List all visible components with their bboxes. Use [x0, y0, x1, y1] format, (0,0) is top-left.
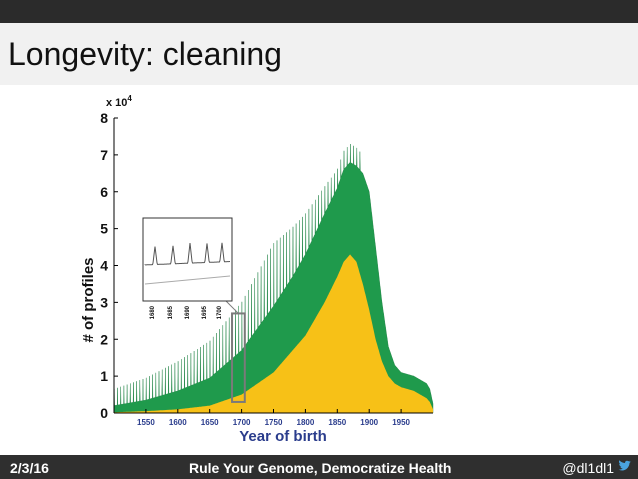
x-tick-label: 1850: [328, 418, 346, 427]
profiles-by-birth-year-chart: 0 1 2 3 4 5 6 7 8 1550 1600 1650 1700 1750 1800 1850 190…: [80, 94, 434, 445]
slide-title: Longevity: cleaning: [8, 36, 282, 72]
footer-title: Rule Your Genome, Democratize Health: [189, 460, 452, 476]
x-tick-label: 1900: [360, 418, 378, 427]
zoom-inset: 1680 1685 1690 1695 1700: [142, 217, 239, 319]
x-tick-label: 1700: [233, 418, 251, 427]
twitter-bird-icon: [618, 460, 631, 471]
axes: 0 1 2 3 4 5 6 7 8 1550 1600 1650 1700 1750 1800 1850 190…: [100, 110, 433, 427]
x-tick-label: 1750: [265, 418, 283, 427]
x-tick-label: 1950: [392, 418, 410, 427]
y-multiplier-label: x 104: [106, 94, 132, 109]
y-axis-label: # of profiles: [80, 257, 97, 342]
y-tick-label: 8: [100, 110, 108, 126]
series-cleaned-area: [114, 254, 433, 413]
x-tick-label: 1600: [169, 418, 187, 427]
y-multiplier-exponent: 4: [127, 94, 132, 103]
top-bar: [0, 0, 638, 23]
inset-tick-label: 1685: [168, 305, 174, 319]
y-tick-label: 7: [100, 147, 108, 163]
inset-tick-label: 1695: [202, 305, 208, 319]
inset-tick-label: 1680: [150, 305, 156, 319]
y-tick-label: 1: [100, 368, 108, 384]
y-tick-label: 0: [100, 405, 108, 421]
x-tick-label: 1800: [297, 418, 315, 427]
title-band: [0, 23, 638, 85]
footer-handle: @dl1dl1: [562, 460, 614, 476]
y-tick-label: 6: [100, 184, 108, 200]
inset-frame: [142, 217, 233, 302]
y-tick-label: 5: [100, 221, 108, 237]
inset-cleaned-line: [144, 275, 231, 285]
inset-tick-label: 1700: [217, 305, 223, 319]
footer-bar: 2/3/16 Rule Your Genome, Democratize Hea…: [0, 455, 638, 479]
y-tick-label: 4: [100, 258, 108, 274]
x-axis-label: Year of birth: [239, 428, 327, 445]
inset-total-line: [144, 242, 230, 266]
y-tick-label: 2: [100, 331, 108, 347]
x-tick-label: 1650: [201, 418, 219, 427]
x-tick-label: 1550: [137, 418, 155, 427]
footer-date: 2/3/16: [10, 460, 49, 476]
zoom-connector-line: [225, 300, 239, 314]
inset-tick-label: 1690: [185, 305, 191, 319]
y-multiplier-base: x 10: [106, 97, 127, 109]
y-tick-label: 3: [100, 294, 108, 310]
